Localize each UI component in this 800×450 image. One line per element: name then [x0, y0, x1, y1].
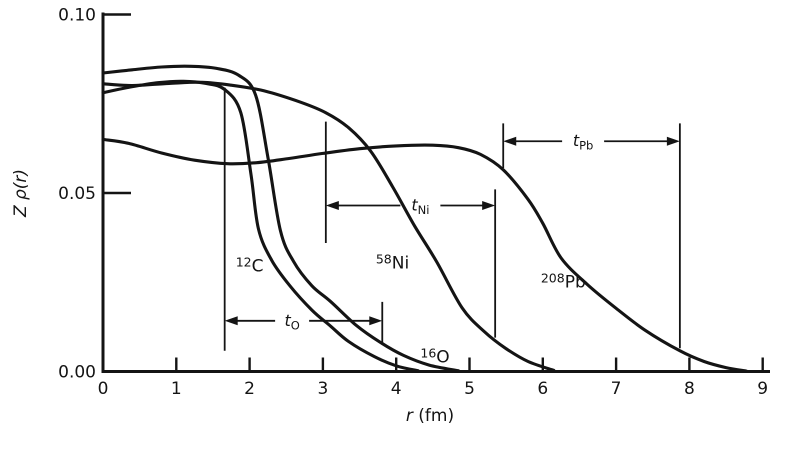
arrowhead-left-t_O: [224, 316, 238, 326]
x-tick-label-1: 1: [171, 379, 182, 399]
x-tick-label-5: 5: [464, 379, 475, 399]
x-tick-label-6: 6: [537, 379, 548, 399]
x-axis-title: r (fm): [406, 406, 454, 426]
x-tick-label-7: 7: [611, 379, 622, 399]
x-tick-label-2: 2: [244, 379, 255, 399]
label-16O: 16O: [420, 346, 449, 368]
arrowhead-right-t_Ni: [482, 200, 496, 210]
arrowhead-right-t_O: [369, 316, 383, 326]
label-12C: 12C: [236, 254, 264, 276]
x-tick-label-9: 9: [757, 379, 768, 399]
label-208Pb: 208Pb: [541, 271, 586, 293]
x-tick-label-0: 0: [98, 379, 109, 399]
label-t_Pb: tPb: [573, 131, 594, 153]
x-tick-label-4: 4: [391, 379, 402, 399]
label-t_Ni: tNi: [411, 195, 429, 217]
y-axis-title: Z ρ(r): [11, 169, 31, 218]
x-tick-label-8: 8: [684, 379, 695, 399]
arrowhead-left-t_Pb: [503, 136, 517, 146]
arrowhead-left-t_Ni: [325, 200, 339, 210]
arrowhead-right-t_Pb: [666, 136, 680, 146]
label-58Ni: 58Ni: [376, 252, 409, 274]
y-tick-label-0.00: 0.00: [58, 363, 96, 383]
curve-12C: [101, 79, 420, 373]
curve-58Ni: [101, 80, 556, 372]
curve-16O: [101, 64, 461, 373]
y-tick-label-0.05: 0.05: [58, 184, 96, 204]
curve-208Pb: [101, 137, 749, 373]
label-t_O: tO: [284, 311, 299, 333]
x-tick-label-3: 3: [317, 379, 328, 399]
y-tick-label-0.10: 0.10: [58, 6, 96, 26]
